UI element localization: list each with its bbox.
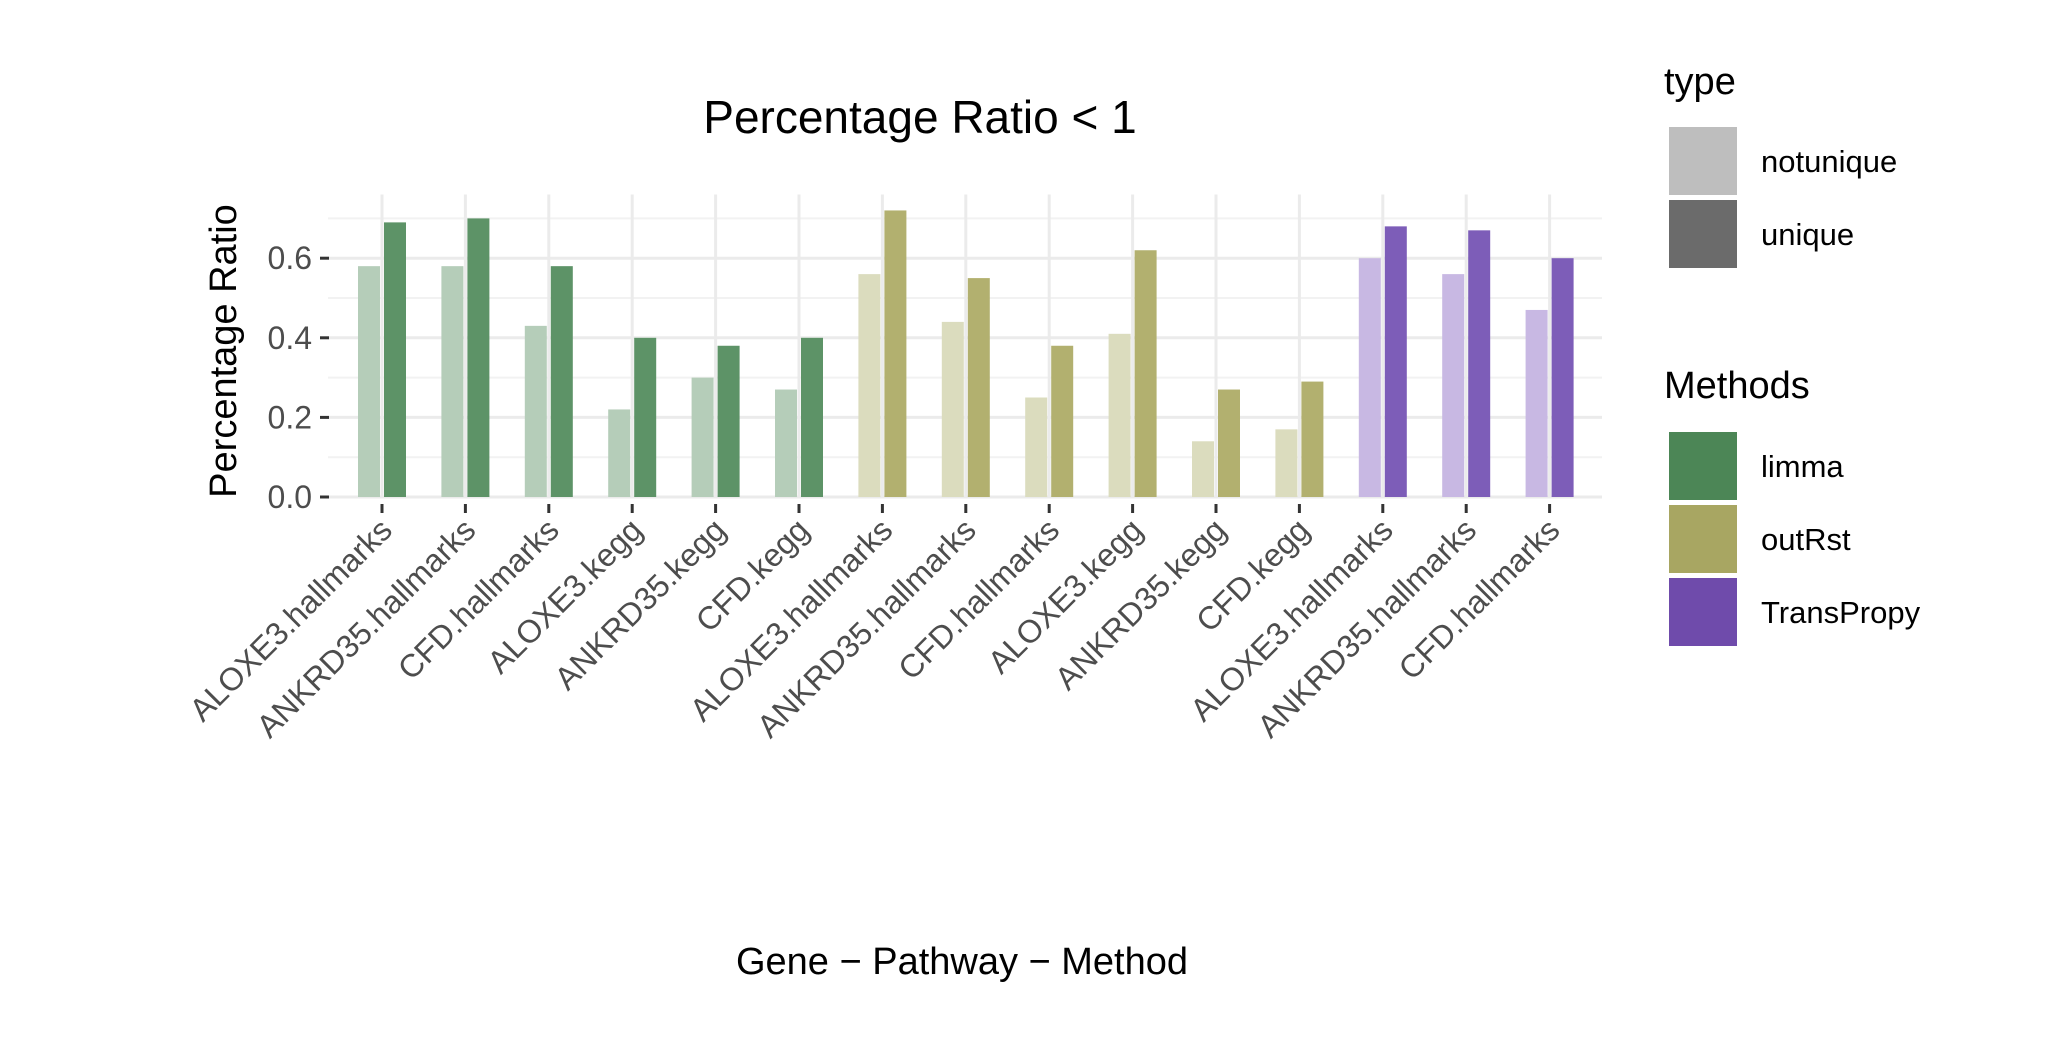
bar-unique bbox=[467, 218, 490, 497]
bar-notunique bbox=[1025, 397, 1048, 497]
y-tick-label: 0.2 bbox=[268, 399, 312, 435]
legend-swatch-unique bbox=[1669, 200, 1737, 268]
chart-title: Percentage Ratio < 1 bbox=[703, 91, 1136, 143]
legend-swatch-notunique bbox=[1669, 127, 1737, 195]
bar-unique bbox=[1468, 230, 1491, 497]
bar-notunique bbox=[608, 409, 631, 497]
bar-notunique bbox=[1525, 309, 1548, 497]
y-tick-label: 0.6 bbox=[268, 240, 312, 276]
bar-notunique bbox=[1192, 441, 1214, 497]
y-axis-title: Percentage Ratio bbox=[203, 204, 245, 498]
bar-unique bbox=[1301, 381, 1324, 497]
bar-notunique bbox=[858, 274, 881, 497]
bar-notunique bbox=[941, 321, 964, 497]
legend-methods-title: Methods bbox=[1664, 365, 1810, 407]
legend-swatch-transpropy bbox=[1669, 578, 1737, 646]
bar-unique bbox=[550, 266, 573, 497]
bar-notunique bbox=[775, 389, 797, 497]
bar-unique bbox=[1384, 226, 1407, 498]
legend-swatch-outrst bbox=[1669, 505, 1737, 573]
bar-unique bbox=[967, 278, 990, 497]
bar-notunique bbox=[691, 377, 714, 497]
legend-methods: Methods limma outRst TransPropy bbox=[1664, 365, 1921, 646]
bar-unique bbox=[384, 222, 406, 497]
bar-notunique bbox=[358, 266, 380, 497]
legend: type notunique unique Methods limma outR… bbox=[1664, 61, 1921, 646]
legend-label-limma: limma bbox=[1761, 449, 1844, 484]
y-tick-label: 0.4 bbox=[268, 320, 312, 356]
bar-unique bbox=[634, 337, 657, 497]
bars bbox=[358, 210, 1574, 498]
bar-notunique bbox=[1108, 333, 1131, 497]
bar-unique bbox=[1551, 258, 1574, 497]
bar-unique bbox=[717, 345, 740, 497]
legend-type-title: type bbox=[1664, 61, 1736, 103]
x-axis-title: Gene − Pathway − Method bbox=[736, 941, 1188, 983]
legend-label-outrst: outRst bbox=[1761, 522, 1851, 557]
bar-notunique bbox=[1442, 274, 1465, 497]
bar-unique bbox=[884, 210, 907, 497]
bar-unique bbox=[1218, 389, 1240, 497]
y-tick-label: 0.0 bbox=[268, 479, 312, 515]
bar-notunique bbox=[524, 325, 547, 497]
bar-notunique bbox=[441, 266, 464, 497]
bar-notunique bbox=[1358, 258, 1381, 497]
bar-notunique bbox=[1275, 429, 1298, 497]
legend-swatch-limma bbox=[1669, 432, 1737, 500]
bar-unique bbox=[1134, 250, 1157, 497]
legend-label-notunique: notunique bbox=[1761, 144, 1897, 179]
legend-type: type notunique unique bbox=[1664, 61, 1897, 268]
bar-unique bbox=[801, 337, 823, 497]
bar-unique bbox=[1051, 345, 1074, 497]
grid-lines bbox=[328, 194, 1602, 499]
legend-label-unique: unique bbox=[1761, 217, 1854, 252]
legend-label-transpropy: TransPropy bbox=[1761, 595, 1921, 630]
